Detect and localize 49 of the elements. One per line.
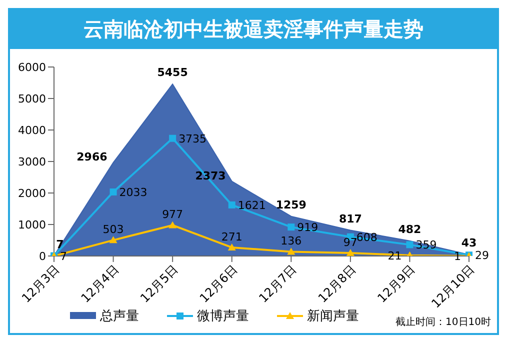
point <box>109 236 118 244</box>
data-label: 977 <box>162 208 184 222</box>
y-tick-label: 4000 <box>18 124 46 137</box>
y-tick-label: 2000 <box>18 186 46 200</box>
legend-label: 微博声量 <box>196 308 249 325</box>
y-tick-label: 0 <box>39 250 46 263</box>
x-tick-label: 12月8日 <box>316 262 359 306</box>
data-label: 5455 <box>157 66 188 80</box>
y-tick-label: 6000 <box>18 60 46 74</box>
point <box>169 134 176 142</box>
y-tick-label: 1000 <box>18 218 46 232</box>
data-label: 608 <box>356 230 378 244</box>
point <box>406 241 414 248</box>
y-tick-label: 3000 <box>18 155 46 168</box>
point <box>168 221 177 228</box>
x-tick-label: 12月9日 <box>374 262 418 306</box>
x-tick-label: 12月4日 <box>78 262 122 306</box>
data-label: 29 <box>475 249 489 262</box>
data-label: 817 <box>338 212 362 226</box>
point <box>288 224 295 231</box>
data-label: 2373 <box>195 169 226 182</box>
point <box>346 248 354 256</box>
x-tick-label: 12月5日 <box>138 262 181 306</box>
data-label: 97 <box>343 236 358 249</box>
point <box>287 248 296 255</box>
x-tick-label: 12月3日 <box>19 262 62 306</box>
data-label: 43 <box>461 236 477 250</box>
point <box>228 243 236 250</box>
data-label: 3735 <box>178 132 207 146</box>
chart-title: 云南临沧初中生被逼卖淫事件声量走势 <box>10 10 497 49</box>
text: 截止时间：10日10时 <box>396 316 491 329</box>
x-tick-label: 12月7日 <box>256 262 300 306</box>
point <box>110 188 117 196</box>
x-tick-label: 12月6日 <box>196 262 240 306</box>
x-tick-label: 12月10日 <box>428 262 478 311</box>
y-tick-label: 5000 <box>18 92 46 106</box>
data-label: 482 <box>398 222 422 236</box>
data-label: 1621 <box>238 198 266 212</box>
data-label: 21 <box>388 249 402 262</box>
data-label: 1259 <box>276 198 306 212</box>
data-label: 919 <box>297 221 318 234</box>
legend-label: 总声量 <box>99 308 139 325</box>
data-label: 503 <box>102 223 124 236</box>
data-label: 136 <box>280 234 302 248</box>
legend-label: 新闻声量 <box>306 308 359 325</box>
data-label: 2966 <box>76 150 108 164</box>
data-label: 271 <box>221 230 242 244</box>
data-label: 2033 <box>119 186 148 199</box>
point <box>228 201 236 208</box>
